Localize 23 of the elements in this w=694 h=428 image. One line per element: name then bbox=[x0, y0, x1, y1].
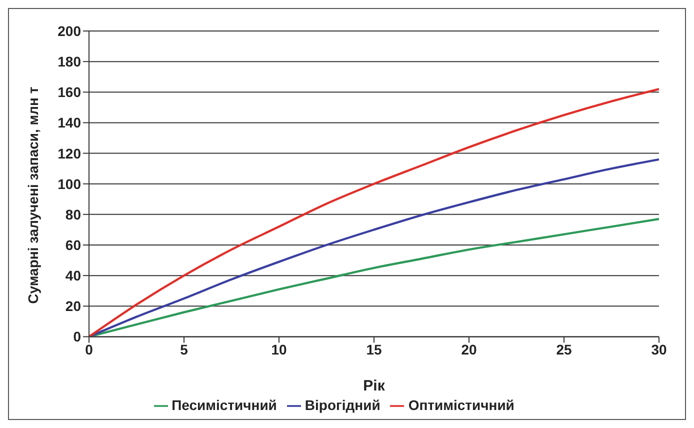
legend-label: Оптимістичний bbox=[408, 396, 514, 413]
y-tick-label: 200 bbox=[58, 22, 82, 39]
x-tick-label: 20 bbox=[461, 342, 477, 358]
x-tick-label: 0 bbox=[85, 342, 94, 358]
y-axis-title: Сумарні залучені запаси, млн т bbox=[24, 86, 41, 304]
y-tick-label: 160 bbox=[58, 84, 82, 100]
y-tick-label: 40 bbox=[65, 268, 82, 284]
y-tick-label: 120 bbox=[58, 145, 82, 162]
legend-label: Вірогідний bbox=[304, 396, 380, 413]
x-tick-label: 10 bbox=[271, 342, 287, 358]
x-tick-label: 5 bbox=[180, 342, 188, 358]
y-tick-label: 140 bbox=[58, 114, 82, 131]
y-tick-label: 100 bbox=[58, 176, 82, 192]
x-tick-label: 25 bbox=[556, 342, 572, 358]
legend-label: Песимістичний bbox=[172, 396, 277, 413]
y-tick-label: 60 bbox=[65, 236, 82, 253]
x-tick-label: 30 bbox=[651, 342, 667, 358]
y-tick-label: 0 bbox=[73, 328, 82, 345]
y-tick-label: 180 bbox=[58, 54, 82, 70]
x-axis-title: Рік bbox=[363, 378, 386, 395]
y-tick-label: 80 bbox=[65, 206, 82, 222]
x-tick-label: 15 bbox=[366, 342, 382, 358]
y-tick-label: 20 bbox=[65, 298, 82, 314]
